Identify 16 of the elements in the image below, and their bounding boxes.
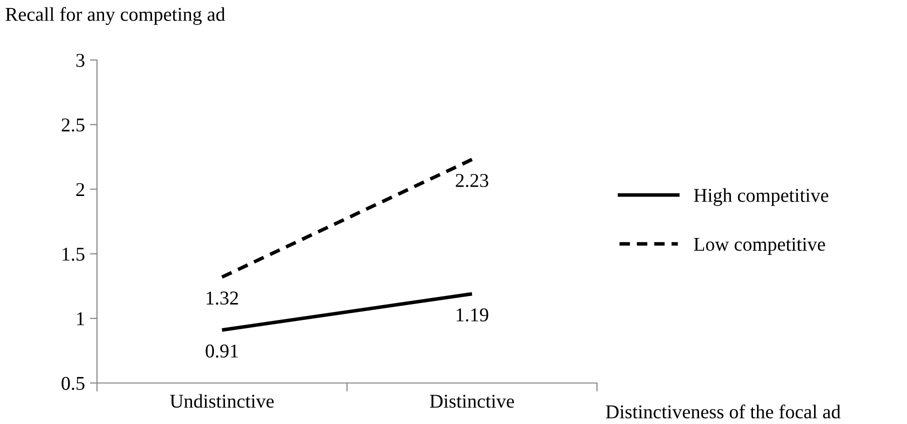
legend-label: Low competitive	[694, 238, 826, 255]
y-tick-label: 0.5	[62, 376, 84, 390]
data-label: 2.23	[456, 174, 488, 188]
data-label: 0.91	[206, 344, 238, 358]
y-tick-label: 1.5	[62, 248, 84, 261]
data-label: 1.19	[456, 308, 488, 322]
x-axis-title: Distinctiveness of the focal ad	[606, 404, 841, 418]
y-tick-label: 2.5	[62, 118, 84, 132]
x-tick-label: Distinctive	[430, 394, 514, 408]
y-tick-label: 2	[76, 183, 84, 196]
legend-label: High competitive	[694, 188, 828, 206]
y-axis-title: Recall for any competing ad	[6, 7, 226, 25]
data-label: 1.32	[206, 292, 238, 305]
y-tick-label: 1	[77, 312, 84, 326]
y-tick-label: 3	[76, 54, 84, 67]
x-tick-label: Undistinctive	[170, 394, 274, 408]
